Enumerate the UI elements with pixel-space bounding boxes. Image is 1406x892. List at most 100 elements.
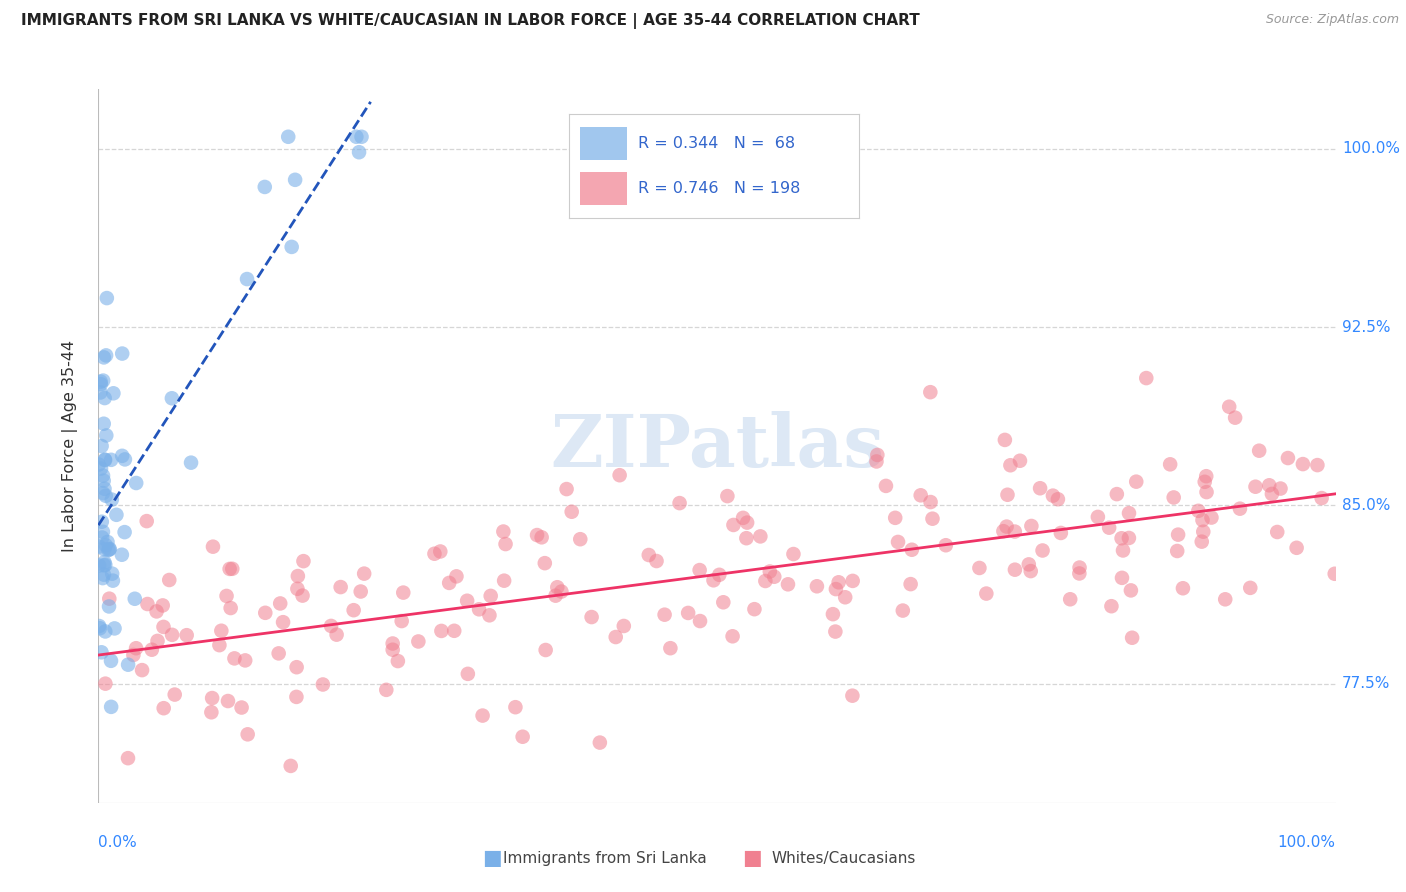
- Point: [581, 610, 603, 624]
- Point: [495, 537, 517, 551]
- Point: [89, 540, 111, 554]
- Point: [117, 657, 139, 672]
- Point: [824, 624, 846, 639]
- Point: [329, 580, 352, 594]
- Point: [347, 145, 370, 160]
- Point: [782, 547, 804, 561]
- Point: [605, 630, 627, 644]
- Point: [111, 449, 134, 463]
- Point: [471, 708, 494, 723]
- Point: [381, 642, 404, 657]
- Point: [1021, 519, 1043, 533]
- Point: [375, 682, 398, 697]
- Point: [93, 417, 115, 431]
- Point: [659, 641, 682, 656]
- Point: [392, 585, 415, 599]
- Point: [731, 511, 754, 525]
- Point: [1118, 531, 1140, 545]
- Point: [994, 433, 1017, 447]
- Point: [353, 566, 375, 581]
- Point: [111, 548, 134, 562]
- Point: [90, 377, 112, 392]
- Point: [254, 606, 277, 620]
- Point: [723, 518, 745, 533]
- Point: [221, 562, 243, 576]
- Point: [96, 291, 118, 305]
- Text: 100.0%: 100.0%: [1278, 835, 1336, 850]
- Point: [93, 351, 115, 365]
- Point: [437, 575, 460, 590]
- Point: [125, 641, 148, 656]
- Point: [1119, 583, 1142, 598]
- Point: [105, 508, 128, 522]
- Point: [430, 624, 453, 638]
- Point: [841, 574, 863, 588]
- Point: [101, 574, 124, 588]
- Point: [1195, 469, 1218, 483]
- Point: [735, 516, 758, 530]
- Point: [993, 524, 1015, 538]
- Point: [546, 580, 568, 594]
- Point: [456, 593, 478, 607]
- Point: [806, 579, 828, 593]
- Point: [90, 461, 112, 475]
- Point: [1163, 491, 1185, 505]
- Point: [1125, 475, 1147, 489]
- Point: [94, 348, 117, 362]
- Point: [180, 456, 202, 470]
- Point: [446, 569, 468, 583]
- Point: [1194, 475, 1216, 489]
- Point: [1201, 510, 1223, 524]
- Point: [111, 346, 134, 360]
- Point: [920, 385, 942, 400]
- Point: [995, 519, 1018, 533]
- Point: [492, 524, 515, 539]
- Point: [236, 727, 259, 741]
- Point: [91, 374, 114, 388]
- Point: [478, 608, 501, 623]
- Point: [94, 453, 117, 467]
- Point: [200, 706, 222, 720]
- Point: [285, 690, 308, 704]
- Point: [505, 700, 527, 714]
- Point: [100, 699, 122, 714]
- Point: [754, 574, 776, 588]
- Point: [146, 633, 169, 648]
- Point: [135, 514, 157, 528]
- Point: [122, 648, 145, 662]
- Point: [613, 619, 636, 633]
- Point: [93, 542, 115, 557]
- Y-axis label: In Labor Force | Age 35-44: In Labor Force | Age 35-44: [62, 340, 77, 552]
- Point: [555, 482, 578, 496]
- Text: 0.0%: 0.0%: [98, 835, 138, 850]
- Point: [98, 541, 121, 556]
- Point: [1032, 543, 1054, 558]
- Point: [1059, 592, 1081, 607]
- Text: R = 0.746   N = 198: R = 0.746 N = 198: [638, 181, 801, 196]
- Point: [468, 602, 491, 616]
- Point: [763, 570, 786, 584]
- Point: [215, 589, 238, 603]
- Point: [1277, 450, 1299, 465]
- Point: [152, 701, 174, 715]
- Text: R = 0.344   N =  68: R = 0.344 N = 68: [638, 136, 796, 151]
- Point: [103, 621, 125, 635]
- Point: [381, 636, 404, 650]
- Point: [271, 615, 294, 630]
- Point: [676, 606, 699, 620]
- Point: [269, 597, 291, 611]
- Point: [887, 535, 910, 549]
- Point: [1292, 457, 1315, 471]
- Point: [201, 691, 224, 706]
- Point: [141, 642, 163, 657]
- Point: [1218, 400, 1240, 414]
- Point: [319, 619, 342, 633]
- Point: [969, 561, 991, 575]
- Point: [668, 496, 690, 510]
- Point: [157, 573, 180, 587]
- Point: [94, 558, 117, 572]
- Point: [1270, 482, 1292, 496]
- Point: [841, 689, 863, 703]
- Point: [1191, 513, 1213, 527]
- Point: [900, 577, 922, 591]
